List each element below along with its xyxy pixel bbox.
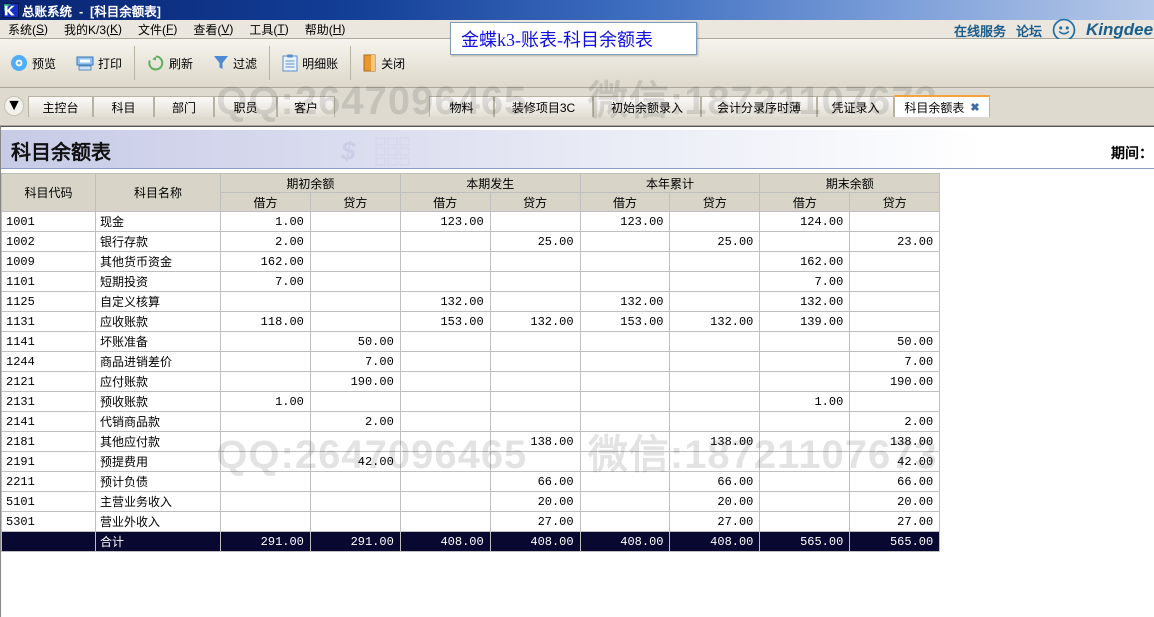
svg-text:$: $	[340, 136, 356, 166]
